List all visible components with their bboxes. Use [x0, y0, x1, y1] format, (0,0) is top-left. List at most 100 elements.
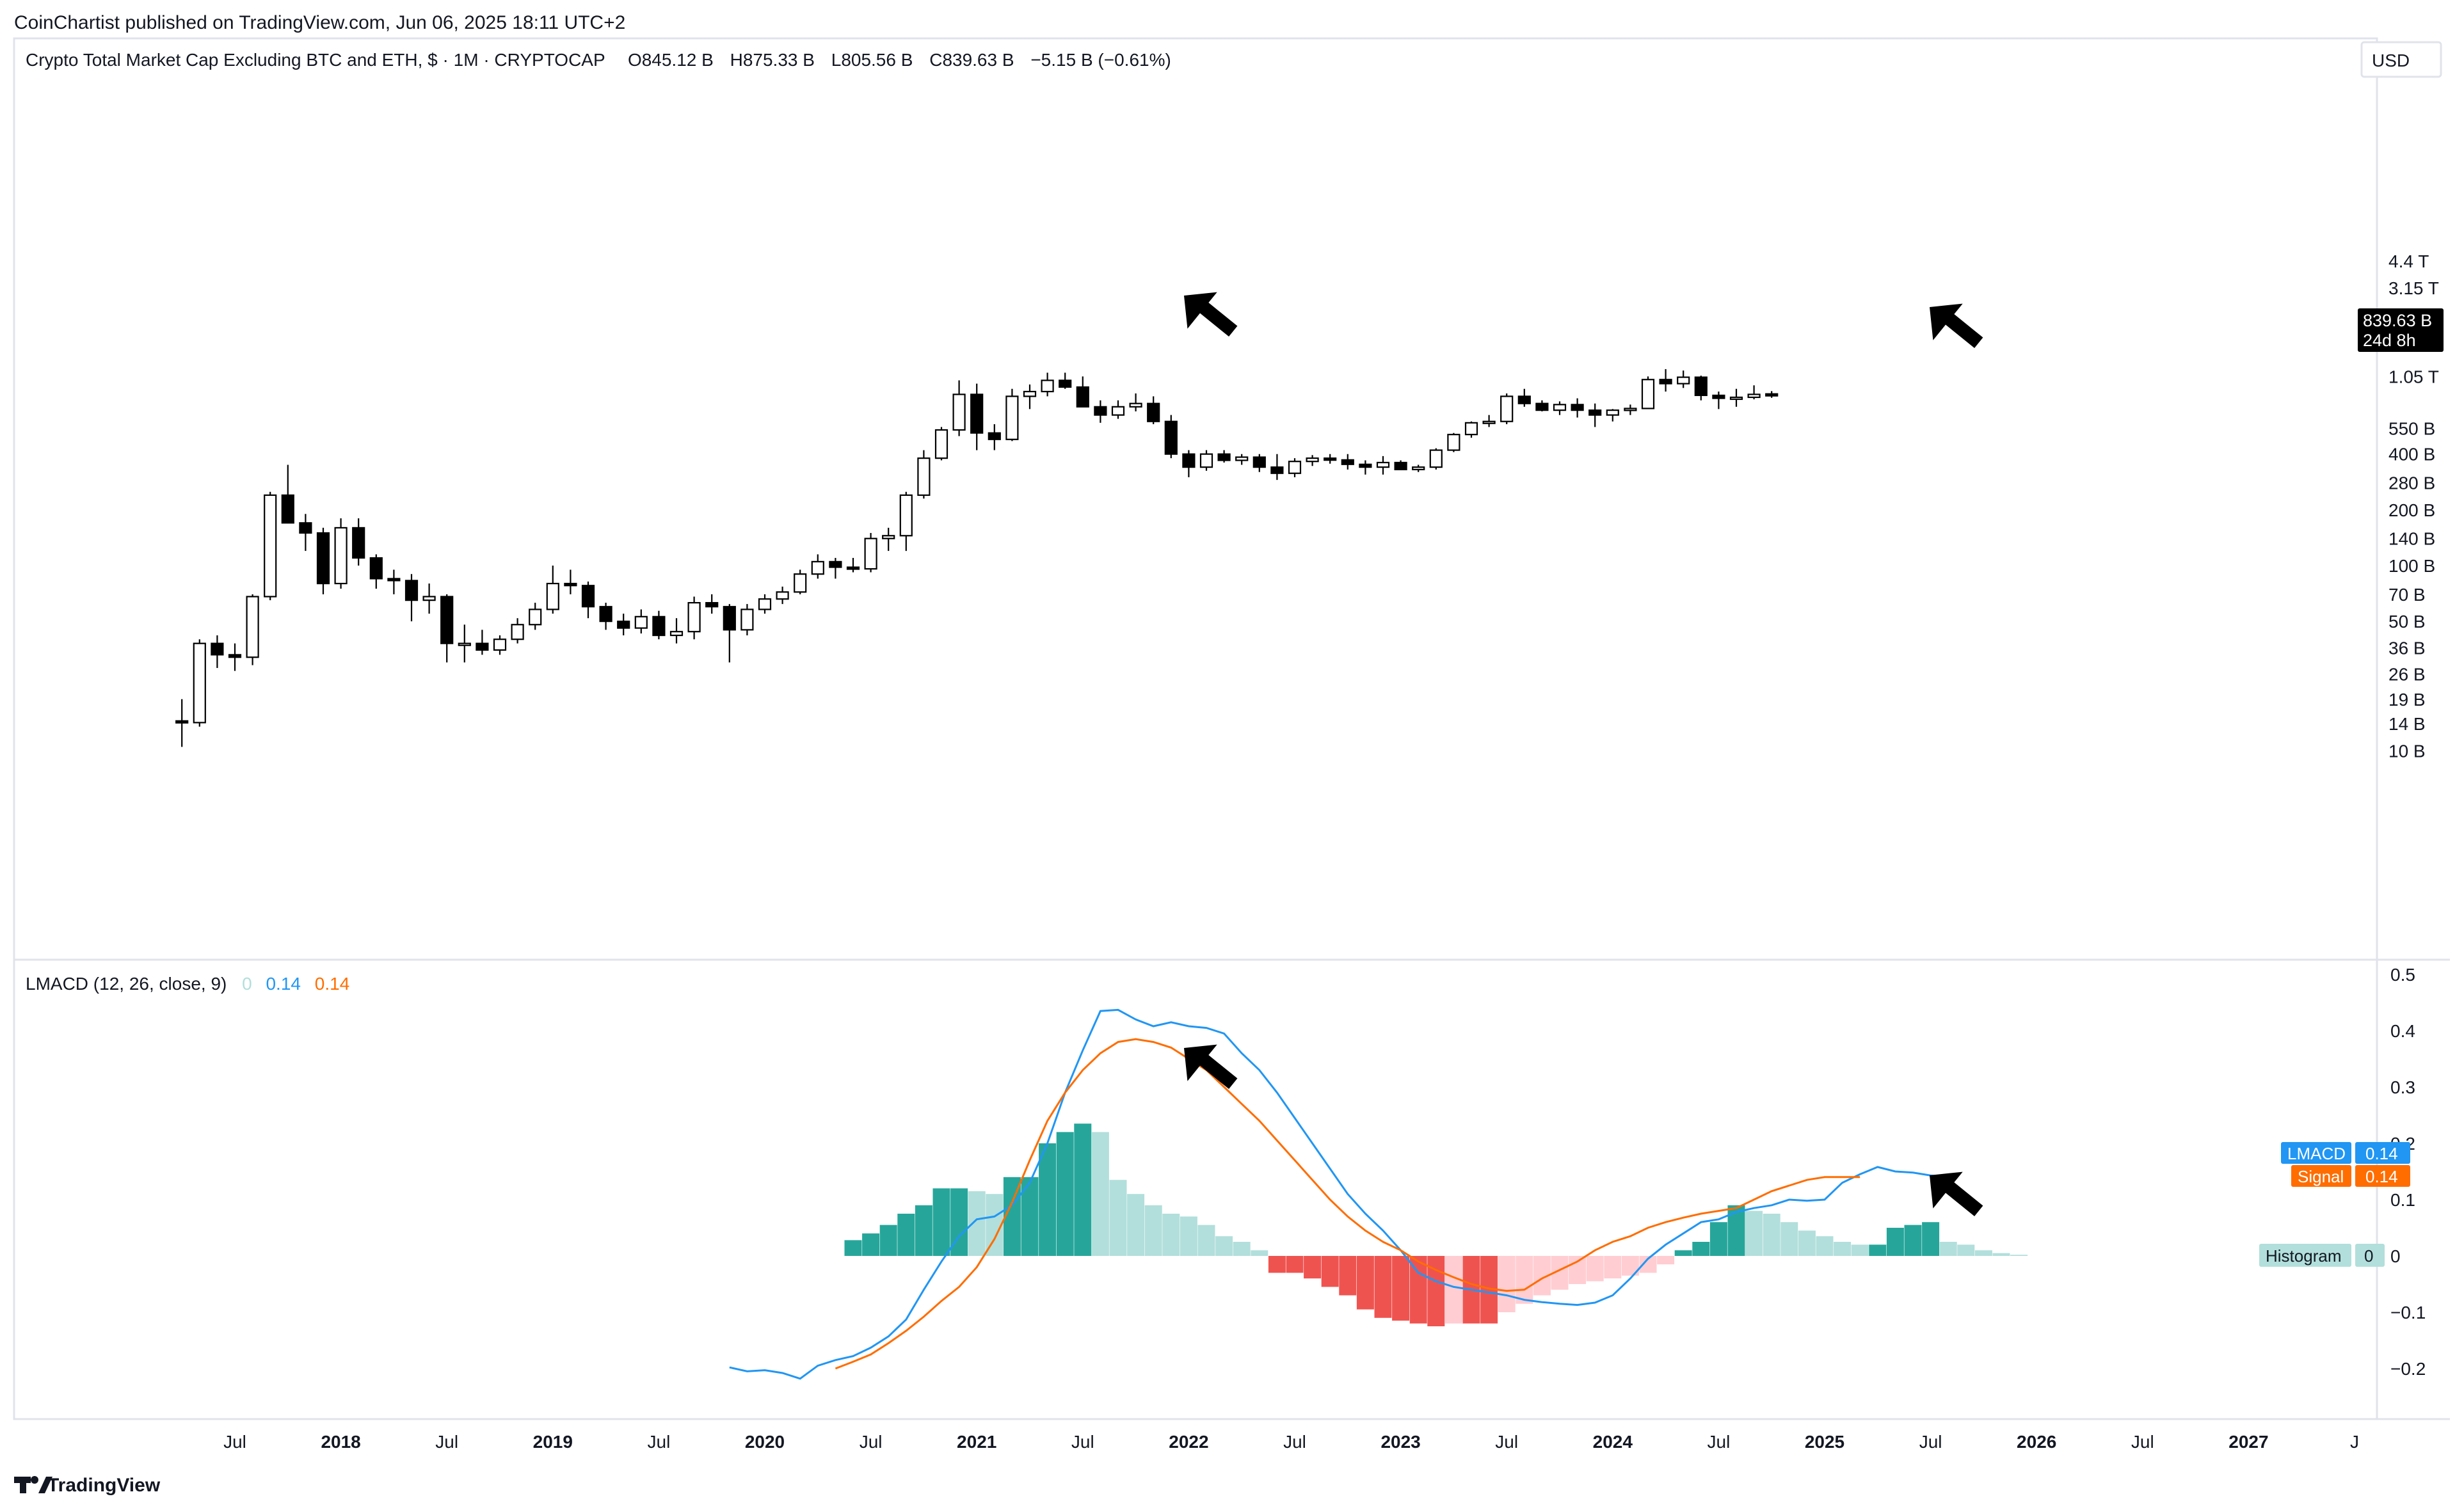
- candle: [988, 424, 1001, 450]
- candle-body: [882, 535, 895, 539]
- candle-body: [1747, 393, 1761, 399]
- candle: [352, 518, 365, 566]
- candle: [1535, 400, 1549, 411]
- candle-body: [829, 560, 842, 568]
- candle: [1059, 372, 1072, 389]
- indicator-signal-value: 0.14: [315, 974, 350, 994]
- time-tick-label: Jul: [435, 1432, 458, 1452]
- candle: [440, 594, 454, 663]
- time-tick-label: 2022: [1169, 1432, 1208, 1452]
- candle: [687, 596, 701, 640]
- annotation-arrows: [1184, 292, 1983, 1217]
- indicator-tick-label: −0.1: [2390, 1303, 2426, 1322]
- candle-body: [1164, 420, 1178, 455]
- histogram-bar: [879, 1225, 897, 1256]
- histogram-bar: [1763, 1214, 1780, 1256]
- candle: [1641, 376, 1655, 409]
- ohlc-open-label: O: [628, 50, 642, 70]
- candle-body: [476, 642, 489, 651]
- candle: [1464, 421, 1478, 438]
- candle: [776, 586, 789, 605]
- candle-body: [723, 606, 736, 631]
- candle-body: [811, 560, 824, 575]
- candle: [1412, 464, 1425, 472]
- candle-body: [669, 631, 684, 637]
- histogram-bar: [1974, 1250, 1992, 1256]
- candle-body: [1129, 402, 1142, 408]
- candle: [669, 618, 684, 644]
- histogram-bar: [1886, 1228, 1904, 1256]
- candle: [705, 594, 719, 614]
- time-tick-label: 2023: [1380, 1432, 1420, 1452]
- candle: [1712, 392, 1725, 409]
- candle-body: [1235, 456, 1249, 461]
- histogram-bar: [1409, 1256, 1427, 1324]
- arrow-icon: [1930, 303, 1983, 349]
- candle: [1306, 455, 1319, 466]
- candle: [1553, 401, 1567, 415]
- price-tick-label: 50 B: [2388, 612, 2426, 631]
- candle: [899, 491, 913, 552]
- candle: [882, 527, 895, 552]
- candle-body: [1359, 463, 1372, 468]
- candle: [1765, 391, 1779, 398]
- candle: [1729, 388, 1743, 407]
- candle-body: [458, 642, 471, 646]
- current-price-badge: [2358, 308, 2444, 352]
- candle: [1588, 403, 1602, 427]
- histogram-bar: [1657, 1256, 1675, 1265]
- candle: [1359, 460, 1372, 475]
- candle: [1094, 400, 1107, 423]
- histogram-bar: [844, 1240, 862, 1256]
- candle-body: [1606, 409, 1619, 416]
- candle: [1429, 448, 1443, 470]
- candle: [1694, 376, 1708, 401]
- histogram-bar: [1233, 1242, 1251, 1256]
- histogram-bar: [1745, 1210, 1763, 1256]
- candle: [316, 527, 330, 594]
- candle: [1517, 388, 1531, 407]
- histogram-series: [844, 1123, 2028, 1326]
- histogram-bar: [1251, 1250, 1268, 1256]
- candle-body: [1712, 394, 1725, 399]
- candle-body: [917, 457, 931, 496]
- price-tick-label: 550 B: [2388, 419, 2435, 439]
- histogram-bar: [1586, 1256, 1604, 1282]
- time-tick-label: Jul: [2131, 1432, 2154, 1452]
- candle: [1199, 450, 1213, 471]
- histogram-bar: [1286, 1256, 1304, 1273]
- candle-body: [1447, 434, 1460, 451]
- candle-body: [758, 598, 772, 610]
- candle-body: [1553, 404, 1567, 411]
- indicator-axis-ticks: 0.50.40.30.20.10−0.1−0.2: [2390, 965, 2426, 1379]
- currency-box[interactable]: [2360, 41, 2442, 78]
- histogram-bar: [1904, 1225, 1922, 1256]
- footer-brand: TradingView: [47, 1475, 161, 1496]
- candle: [564, 569, 577, 594]
- arrow-icon: [1184, 292, 1238, 337]
- price-tick-label: 10 B: [2388, 742, 2426, 761]
- ohlc-low-value: 805.56 B: [841, 50, 913, 70]
- histogram-bar: [1834, 1242, 1852, 1256]
- time-tick-label: Jul: [1071, 1432, 1094, 1452]
- histogram-tag-label: Histogram: [2266, 1246, 2341, 1266]
- candle: [387, 569, 401, 594]
- candle-body: [1270, 466, 1284, 474]
- candle: [1252, 454, 1266, 472]
- lmacd-tag-label: LMACD: [2287, 1144, 2346, 1163]
- histogram-bar: [1304, 1256, 1322, 1279]
- candle-body: [1324, 457, 1337, 461]
- time-tick-label: 2020: [745, 1432, 785, 1452]
- candle: [1500, 393, 1514, 424]
- candle: [264, 491, 277, 601]
- candle-body: [1341, 459, 1354, 465]
- candle-body: [211, 642, 224, 656]
- price-tick-label: 19 B: [2388, 690, 2426, 710]
- candle-body: [1199, 453, 1213, 468]
- histogram-bar: [1939, 1242, 1957, 1256]
- indicator-tick-label: 0.5: [2390, 965, 2415, 985]
- histogram-bar: [1692, 1242, 1710, 1256]
- candle-body: [934, 429, 948, 459]
- histogram-bar: [1321, 1256, 1339, 1287]
